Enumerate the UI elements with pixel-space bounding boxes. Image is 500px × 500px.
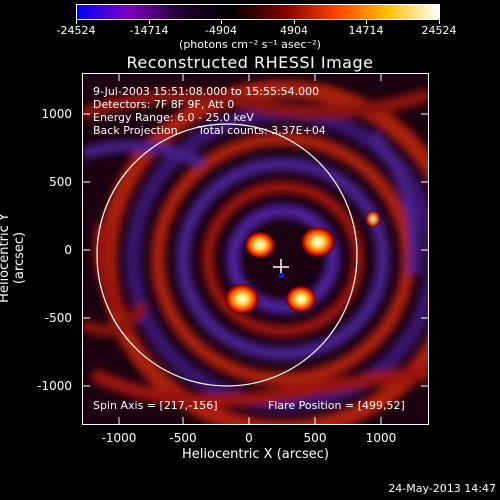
colorbar-label: 4904 [280,24,308,37]
x-axis-label: Heliocentric X (arcsec) [182,447,329,462]
source-blob [300,226,336,258]
y-tick-label: 500 [49,175,72,189]
x-tick-label: 1000 [365,431,397,445]
image-title: Reconstructed RHESSI Image [126,53,374,72]
colorbar-tick [76,20,77,24]
y-tick-label: -1000 [37,379,72,393]
colorbar-tick [221,20,222,24]
source-blob [285,285,317,313]
source-blob [244,231,276,259]
colorbar [76,4,440,20]
x-tick-label: 500 [303,431,327,445]
info-energy-range: Energy Range: 6.0 - 25.0 keV [93,111,254,124]
info-detectors: Detectors: 7F 8F 9F, Att 0 [93,98,235,111]
colorbar-label: -14714 [129,24,169,37]
info-spin-axis: Spin Axis = [217,-156] [93,399,218,412]
y-axis-label: Heliocentric Y (arcsec) [0,213,27,303]
source-blob [224,283,260,315]
solar-limb-circle [96,123,358,387]
axis-ticks [82,73,429,425]
info-flare-position: Flare Position = [499,52] [268,399,405,412]
y-tick-label: 1000 [41,107,72,121]
colorbar-label: 24524 [421,24,457,37]
colorbar-tick [294,20,295,24]
x-tick-label: -1000 [101,431,137,445]
crosshair-icon [273,259,289,278]
colorbar-tick [439,20,440,24]
x-tick-label: 0 [245,431,253,445]
image-plot: 9-Jul-2003 15:51:08.000 to 15:55:54.000 … [82,73,429,425]
reconstructed-image [83,74,428,424]
source-blob [365,210,381,228]
colorbar-label: -24524 [56,24,96,37]
colorbar-tick [149,20,150,24]
info-total-counts: Total counts: 3.37E+04 [198,124,326,137]
colorbar-tick [366,20,367,24]
info-method: Back Projection [93,124,178,137]
x-tick-label: -500 [169,431,197,445]
colorbar-units: (photons cm⁻² s⁻¹ asec⁻²) [179,38,321,51]
colorbar-label: 14714 [348,24,384,37]
info-time-range: 9-Jul-2003 15:51:08.000 to 15:55:54.000 [93,85,320,98]
y-tick-label: 0 [64,243,72,257]
timestamp: 24-May-2013 14:47 [388,482,496,495]
y-tick-label: -500 [44,311,72,325]
colorbar-label: -4904 [205,24,237,37]
